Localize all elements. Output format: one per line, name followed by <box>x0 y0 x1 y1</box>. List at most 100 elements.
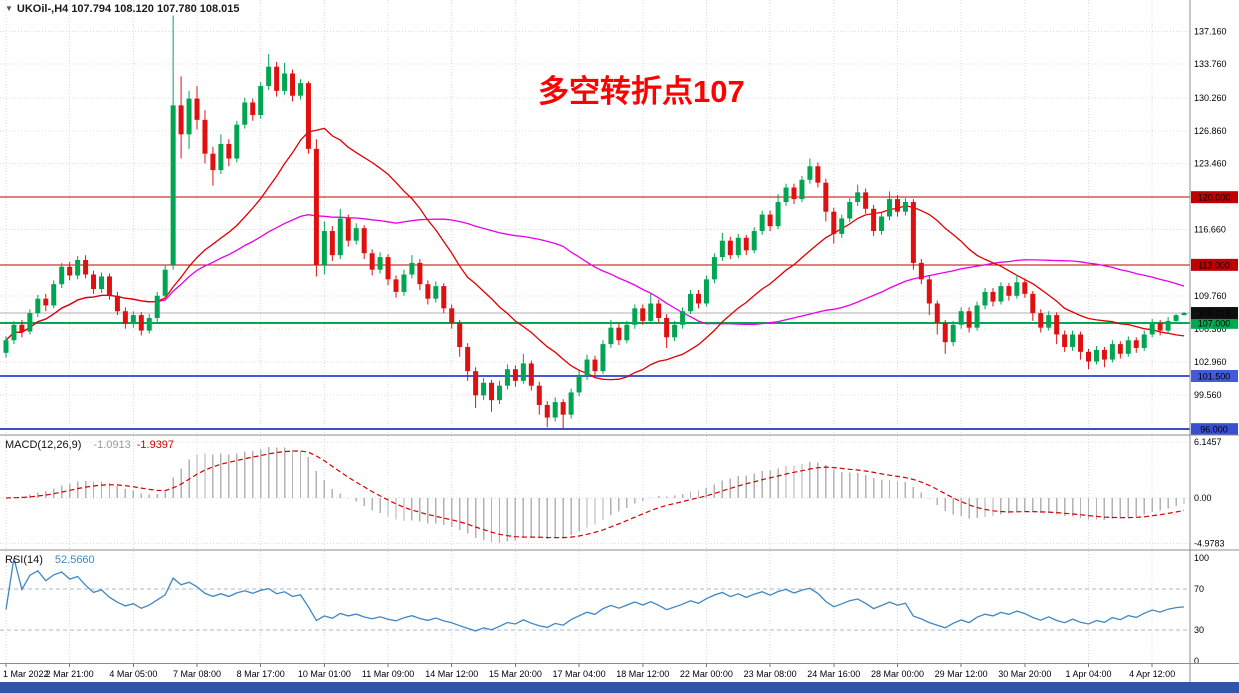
candlestick <box>218 144 224 171</box>
macd-scale-label: 0.00 <box>1194 493 1212 503</box>
taskbar[interactable] <box>0 682 1239 693</box>
candlestick <box>616 327 622 341</box>
time-axis-label: 22 Mar 00:00 <box>680 669 733 679</box>
candlestick <box>250 102 256 116</box>
price-grid-label: 126.860 <box>1194 126 1227 136</box>
candlestick <box>234 124 240 159</box>
candlestick <box>504 369 510 386</box>
candlestick <box>321 231 327 265</box>
candlestick <box>75 260 81 276</box>
candlestick <box>51 284 57 306</box>
candlestick <box>552 402 558 418</box>
candlestick <box>106 276 112 296</box>
candlestick <box>751 231 757 251</box>
candlestick <box>600 344 606 372</box>
candlestick <box>1062 334 1068 348</box>
time-axis-label: 11 Mar 09:00 <box>362 669 414 679</box>
candlestick <box>1125 340 1131 354</box>
candlestick <box>775 202 781 227</box>
chart-annotation[interactable]: 多空转折点107 <box>538 74 745 109</box>
candlestick <box>67 266 73 276</box>
price-badge <box>1191 370 1238 383</box>
candlestick <box>425 284 431 299</box>
candlestick <box>1149 322 1155 335</box>
price-grid-label: 106.360 <box>1194 324 1227 334</box>
price-grid-label: 99.560 <box>1194 390 1222 400</box>
chart-collapse-icon[interactable]: ▼ <box>5 4 13 13</box>
candlestick <box>11 324 17 341</box>
candlestick <box>990 291 996 302</box>
time-axis-label: 4 Apr 12:00 <box>1129 669 1175 679</box>
candlestick <box>688 293 694 312</box>
price-badge-label: 120.000 <box>1198 193 1231 203</box>
candlestick <box>1101 349 1107 360</box>
candlestick <box>894 199 900 212</box>
candlestick <box>154 295 160 319</box>
candlestick <box>361 228 367 254</box>
candlestick <box>584 359 590 377</box>
candlestick <box>1173 315 1179 321</box>
candlestick <box>369 253 375 270</box>
candlestick <box>934 303 940 323</box>
macd-main-value: -1.0913 <box>93 439 131 451</box>
macd-indicator-name: MACD(12,26,9) <box>5 439 82 451</box>
candlestick <box>457 322 463 348</box>
candlestick <box>672 324 678 338</box>
candlestick <box>1157 322 1163 331</box>
candlestick <box>799 179 805 200</box>
candlestick <box>719 240 725 258</box>
candlestick <box>918 262 924 280</box>
candlestick <box>871 208 877 232</box>
candlestick <box>146 318 152 331</box>
candlestick <box>202 119 208 154</box>
candlestick <box>1086 351 1092 362</box>
price-badge-label: 101.500 <box>1198 372 1231 382</box>
price-badge <box>1191 191 1238 204</box>
candlestick <box>910 202 916 263</box>
candlestick <box>1070 334 1076 348</box>
candlestick <box>441 286 447 309</box>
candlestick <box>520 363 526 381</box>
price-grid-label: 109.760 <box>1194 291 1227 301</box>
candlestick <box>1141 334 1147 348</box>
time-axis-label: 1 Mar 2022 <box>3 669 49 679</box>
rsi-scale-label: 70 <box>1194 584 1204 594</box>
candlestick <box>528 363 534 386</box>
candlestick <box>496 385 502 401</box>
candlestick <box>242 102 248 125</box>
candlestick <box>353 228 359 241</box>
candlestick <box>703 279 709 304</box>
candlestick <box>536 385 542 406</box>
candlestick <box>329 231 335 256</box>
ma-slow-line <box>5 214 1185 341</box>
candlestick <box>258 86 264 116</box>
candlestick <box>1181 313 1187 316</box>
candlestick <box>576 376 582 393</box>
time-axis-label: 28 Mar 00:00 <box>871 669 924 679</box>
time-axis-label: 4 Mar 05:00 <box>109 669 157 679</box>
price-grid-label: 137.160 <box>1194 26 1227 36</box>
candlestick <box>767 214 773 227</box>
candlestick <box>608 327 614 345</box>
time-axis-label: 2 Mar 21:00 <box>46 669 94 679</box>
candlestick <box>695 293 701 304</box>
candlestick <box>958 311 964 325</box>
rsi-scale-label: 0 <box>1194 656 1199 666</box>
candlestick <box>178 105 184 135</box>
candlestick <box>385 257 391 280</box>
candlestick <box>823 182 829 212</box>
candlestick <box>624 324 630 341</box>
candlestick <box>1022 282 1028 294</box>
candlestick <box>1006 286 1012 296</box>
time-axis-label: 15 Mar 20:00 <box>489 669 542 679</box>
candlestick <box>377 257 383 270</box>
candlestick <box>544 405 550 418</box>
macd-pane-label: MACD(12,26,9) -1.0913 -1.9397 <box>5 439 180 451</box>
candlestick <box>1117 344 1123 354</box>
candlestick <box>879 216 885 232</box>
candlestick <box>282 73 288 91</box>
candlestick <box>266 66 272 87</box>
candlestick <box>966 311 972 328</box>
candlestick <box>305 83 311 149</box>
